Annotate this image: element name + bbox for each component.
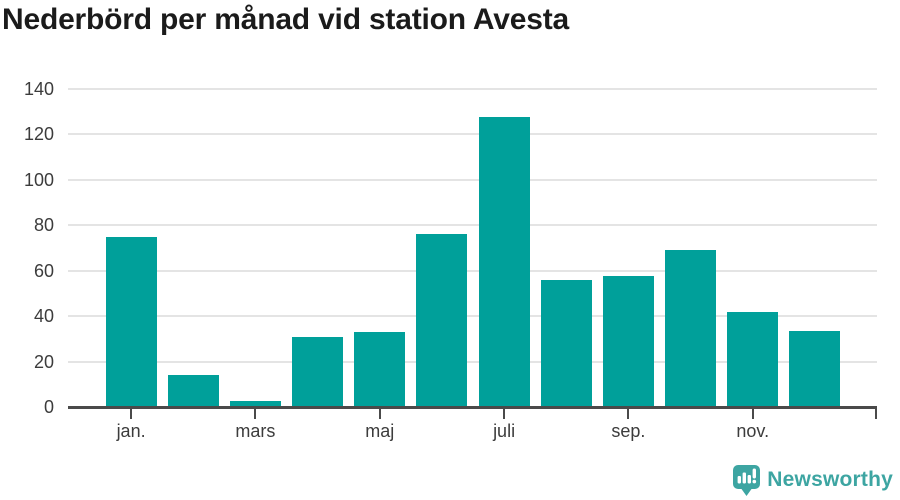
bar-apr [292, 336, 344, 407]
plot-area: 0 20 40 60 80 100 120 140 jan. mars maj juli sep. nov… [23, 79, 877, 441]
newsworthy-logo-icon [733, 464, 761, 496]
x-tick-label-mars: mars [235, 421, 276, 441]
bar-jul [478, 117, 530, 407]
y-tick-label-0: 0 [43, 397, 54, 417]
bar-mars [229, 401, 281, 407]
bar-maj [354, 332, 406, 407]
x-axis-line [68, 406, 877, 409]
gridline-y-40 [68, 315, 877, 318]
x-axis-end-tick [875, 406, 877, 419]
x-tick-label-jan: jan. [116, 421, 146, 441]
bar-jan [105, 236, 157, 407]
bar-nov [727, 311, 779, 407]
y-tick-label-80: 80 [33, 215, 54, 236]
bar-feb [167, 375, 219, 407]
gridline-y-20 [68, 360, 877, 363]
gridline-y-120 [68, 133, 877, 136]
y-tick-label-60: 60 [33, 260, 54, 281]
bar-sep [602, 276, 654, 407]
bar-dec [789, 330, 841, 407]
y-tick-label-20: 20 [33, 351, 54, 372]
chart-title: Nederbörd per månad vid station Avesta [2, 3, 569, 36]
newsworthy-logo-text: Newsworthy [767, 468, 893, 491]
x-tick-label-sep: sep. [611, 421, 646, 441]
y-tick-label-120: 120 [23, 124, 54, 145]
bar-aug [540, 279, 592, 407]
x-tick-jan [130, 406, 133, 419]
x-tick-maj [378, 406, 381, 419]
x-tick-jul [503, 406, 506, 419]
bar-jun [416, 234, 468, 407]
gridline-y-80 [68, 224, 877, 227]
x-tick-mars [254, 406, 257, 419]
x-tick-label-nov: nov. [736, 421, 770, 441]
y-tick-label-100: 100 [23, 169, 54, 190]
gridline-y-140 [68, 88, 877, 90]
newsworthy-logo: Newsworthy [733, 463, 893, 497]
x-tick-sep [627, 406, 630, 419]
gridline-y-100 [68, 178, 877, 181]
y-tick-label-140: 140 [23, 79, 54, 99]
x-tick-nov [751, 406, 754, 419]
x-tick-label-maj: maj [365, 421, 395, 441]
gridline-y-60 [68, 269, 877, 272]
bar-okt [665, 250, 717, 407]
y-tick-label-40: 40 [33, 306, 54, 327]
x-tick-label-jul: juli [493, 421, 516, 441]
